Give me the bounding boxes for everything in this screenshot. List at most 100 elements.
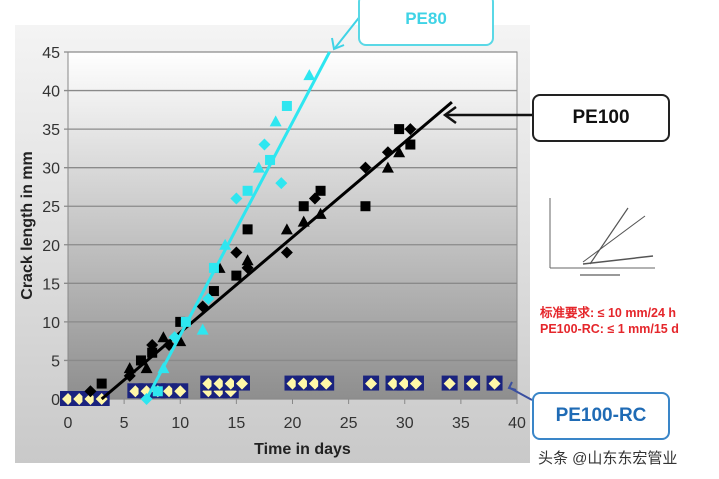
pe100-point [96, 378, 107, 389]
y-tick-label: 25 [42, 199, 60, 216]
x-tick-label: 30 [396, 415, 414, 432]
pe100rc-point [202, 377, 215, 390]
pe80-point [202, 292, 215, 305]
pe100rc-point [466, 377, 479, 390]
pe80-label: PE80 [405, 9, 447, 28]
pe100-point [84, 385, 97, 398]
y-tick-label: 20 [42, 238, 60, 255]
pe100-arrowhead [442, 105, 457, 125]
pe80-point [242, 185, 253, 196]
pe80-label-box: PE80 [358, 0, 494, 46]
y-tick-label: 15 [42, 276, 60, 293]
pe80-point [281, 100, 292, 111]
pe100-point [381, 161, 394, 173]
pe100-point [196, 300, 209, 313]
pe100rc-point [235, 377, 248, 390]
pe80-arrowhead [331, 37, 345, 51]
pe100-point [123, 369, 136, 382]
pe100-point [147, 347, 158, 358]
pe100rc-point [224, 377, 237, 390]
pe100-point [280, 246, 293, 259]
x-tick-label: 10 [171, 415, 189, 432]
pe100rc-point [73, 393, 86, 405]
pe100-point [242, 224, 253, 235]
pe100-point [140, 362, 153, 374]
pe100-point [360, 201, 371, 212]
y-tick-label: 45 [42, 45, 60, 62]
pe80-point [252, 161, 265, 173]
pe100-point [241, 254, 254, 266]
pe80-point [196, 323, 209, 335]
pe100rc-point [286, 377, 299, 390]
pe100-trendline [100, 100, 453, 401]
pe100rc-point [213, 377, 226, 390]
x-axis-label: Time in days [254, 441, 351, 458]
pe100rc-point [129, 385, 142, 398]
pe100rc-point [84, 393, 97, 405]
x-tick-label: 35 [452, 415, 470, 432]
x-tick-label: 20 [284, 415, 302, 432]
pe100-point [314, 207, 327, 219]
pe100rc-point [174, 385, 187, 398]
pe100rc-point [398, 377, 411, 390]
pe80-point [275, 177, 288, 190]
pe100-point [315, 185, 326, 196]
pe100-point [123, 362, 136, 374]
y-tick-label: 35 [42, 122, 60, 139]
pe80-point [208, 262, 219, 273]
y-tick-label: 5 [51, 353, 60, 370]
pe100-point [404, 123, 417, 136]
x-tick-label: 0 [64, 415, 73, 432]
pe100-point [230, 246, 243, 259]
pe100-point [394, 124, 405, 135]
y-axis-label: Crack length in mm [19, 151, 36, 299]
pe100-point [381, 146, 394, 159]
pe80-point [157, 362, 170, 374]
pe100-point [280, 223, 293, 235]
crack-growth-inset-icon [549, 198, 655, 276]
y-tick-label: 30 [42, 161, 60, 178]
pe100rc-point [163, 385, 176, 398]
x-tick-label: 25 [340, 415, 358, 432]
requirements-text: 标准要求: ≤ 10 mm/24 h PE100-RC: ≤ 1 mm/15 d [540, 305, 719, 337]
pe100-label: PE100 [572, 107, 630, 128]
pe80-point [219, 238, 232, 250]
pe80-point [303, 69, 316, 81]
pe100-point [393, 146, 406, 158]
pe100-point [405, 139, 416, 150]
pe80-point [258, 138, 271, 151]
pe80-point [269, 115, 282, 127]
pe100rc-point [409, 377, 422, 390]
pe100rc-point [297, 377, 310, 390]
pe100-point [298, 201, 309, 212]
pe80-point [140, 393, 153, 405]
pe80-point [265, 154, 276, 165]
pe100-label-box: PE100 [532, 94, 670, 142]
pe100rc-point [387, 377, 400, 390]
watermark: 头条 @山东东宏管业 [538, 450, 678, 467]
pe100rc-label: PE100-RC [555, 405, 647, 426]
pe100-point [135, 355, 146, 366]
pe100rc-point [62, 393, 74, 405]
y-tick-label: 40 [42, 84, 60, 101]
pe100rc-point [443, 377, 456, 390]
pe100-point [359, 161, 372, 174]
pe100-point [241, 261, 254, 274]
requirement-standard: 标准要求: ≤ 10 mm/24 h [540, 306, 677, 320]
y-tick-label: 0 [51, 392, 60, 409]
x-tick-label: 5 [120, 415, 129, 432]
x-tick-label: 15 [227, 415, 245, 432]
pe80-point [180, 316, 191, 327]
pe100rc-point [365, 377, 378, 390]
pe100-point [157, 331, 170, 343]
requirement-pe100rc: PE100-RC: ≤ 1 mm/15 d [540, 322, 679, 336]
pe100rc-point [320, 377, 333, 390]
pe100-point [175, 316, 186, 327]
pe80-point [230, 192, 243, 205]
pe100rc-arrowhead [507, 381, 517, 391]
y-tick-label: 10 [42, 315, 60, 332]
pe100-point [208, 286, 219, 297]
pe100-point [297, 215, 310, 227]
pe80-point [168, 331, 181, 344]
